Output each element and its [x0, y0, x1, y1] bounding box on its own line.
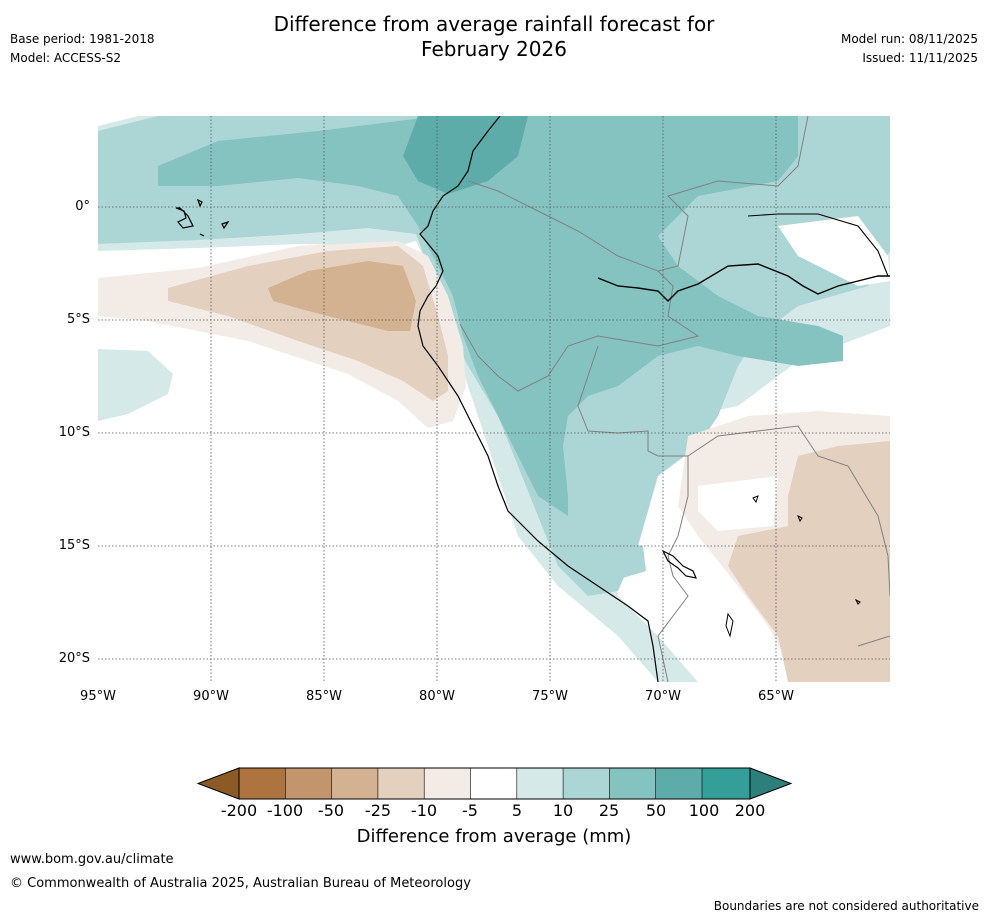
lon-label-70w: 70°W [645, 689, 681, 704]
colorbar-bin-11 [702, 768, 750, 799]
colorbar [196, 767, 793, 800]
coastline [417, 116, 659, 682]
amazon-river [597, 263, 890, 302]
colorbar-bin-1 [239, 768, 286, 799]
base-period: Base period: 1981-2018 [10, 32, 155, 46]
colorbar-tick-50: 50 [645, 801, 667, 820]
bom-url: www.bom.gov.au/climate [10, 852, 174, 867]
lon-label-75w: 75°W [532, 689, 568, 704]
colorbar-title: Difference from average (mm) [356, 826, 632, 847]
model-run: Model run: 08/11/2025 [840, 32, 978, 46]
colorbar-bin-6 [470, 768, 517, 799]
colorbar-bin-4 [377, 768, 425, 799]
lat-label-10s: 10°S [58, 425, 90, 440]
country-borders [459, 116, 890, 682]
colorbar-outline [238, 767, 751, 800]
colorbar-bin-2 [285, 768, 332, 799]
colorbar-bin-5 [424, 768, 471, 799]
wet-50-100-north [403, 116, 528, 194]
colorbar-tick-m100: -100 [266, 801, 304, 820]
dry-25-50-pacific [268, 261, 416, 331]
colorbar-tick-10: 10 [552, 801, 574, 820]
colorbar-tick-m200: -200 [220, 801, 258, 820]
galapagos-islands [175, 198, 230, 237]
colorbar-extend-high [749, 767, 793, 800]
dry-10-25-southeast [728, 441, 890, 682]
title-line-1: Difference from average rainfall forecas… [273, 12, 715, 36]
wet-10-25-south [603, 541, 646, 578]
issued-date: Issued: 11/11/2025 [862, 51, 978, 65]
lon-label-85w: 85°W [306, 689, 342, 704]
wet-25-50-north [158, 116, 843, 516]
colorbar-tick-m10: -10 [410, 801, 438, 820]
wet-25-50-east [698, 116, 798, 181]
colorbar-bin-9 [609, 768, 656, 799]
lon-label-95w: 95°W [80, 689, 116, 704]
colorbar-dividers [285, 768, 703, 799]
rainfall-map [98, 116, 890, 682]
negro-river [747, 213, 889, 277]
lat-label-0: 0° [75, 199, 90, 214]
colorbar-bin-8 [563, 768, 610, 799]
title-line-2: February 2026 [421, 37, 567, 61]
colorbar-bin-3 [331, 768, 378, 799]
colorbar-extend-low [196, 767, 240, 800]
gridlines [98, 116, 890, 682]
lon-label-90w: 90°W [193, 689, 229, 704]
colorbar-tick-m5: -5 [462, 801, 478, 820]
colorbar-tick-m50: -50 [317, 801, 345, 820]
lat-label-15s: 15°S [58, 538, 90, 553]
colorbar-tick-200: 200 [734, 801, 766, 820]
model-name: Model: ACCESS-S2 [10, 51, 122, 65]
lon-label-80w: 80°W [419, 689, 455, 704]
small-lakes [725, 495, 861, 638]
map-title: Difference from average rainfall forecas… [0, 12, 988, 62]
lon-label-65w: 65°W [758, 689, 794, 704]
colorbar-bin-10 [655, 768, 702, 799]
dry-region-gap [698, 476, 778, 531]
lat-label-20s: 20°S [58, 651, 90, 666]
lake-titicaca [661, 549, 698, 579]
lat-label-5s: 5°S [66, 312, 90, 327]
colorbar-bin-7 [516, 768, 564, 799]
wet-5-10-ne-bay [778, 216, 890, 286]
colorbar-tick-100: 100 [688, 801, 720, 820]
copyright: © Commonwealth of Australia 2025, Austra… [10, 876, 471, 891]
colorbar-tick-m25: -25 [364, 801, 392, 820]
colorbar-tick-5: 5 [511, 801, 523, 820]
wet-5-10-west [98, 349, 173, 421]
disclaimer: Boundaries are not considered authoritat… [713, 899, 979, 913]
colorbar-tick-25: 25 [598, 801, 620, 820]
